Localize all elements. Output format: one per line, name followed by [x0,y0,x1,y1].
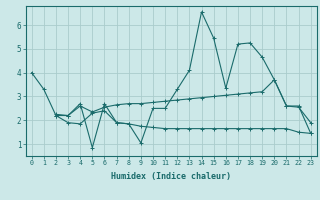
X-axis label: Humidex (Indice chaleur): Humidex (Indice chaleur) [111,172,231,181]
